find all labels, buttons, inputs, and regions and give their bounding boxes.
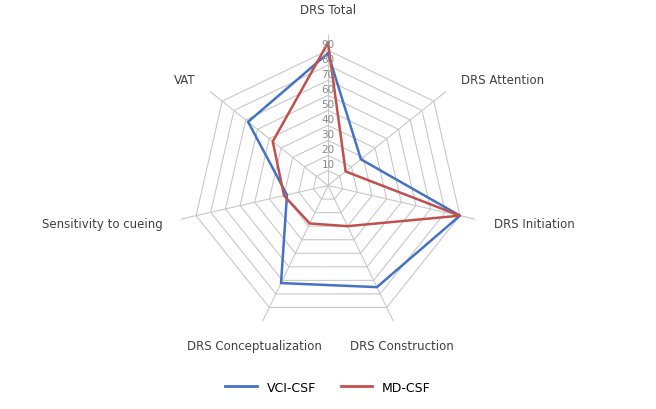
Text: 40: 40 xyxy=(321,115,335,125)
Text: Sensitivity to cueing: Sensitivity to cueing xyxy=(41,217,163,230)
Text: DRS Total: DRS Total xyxy=(300,4,356,17)
Text: DRS Construction: DRS Construction xyxy=(350,339,453,352)
Text: 60: 60 xyxy=(321,85,335,94)
Text: DRS Initiation: DRS Initiation xyxy=(493,217,575,230)
Text: 70: 70 xyxy=(321,70,335,80)
Text: VAT: VAT xyxy=(174,74,195,87)
Text: DRS Conceptualization: DRS Conceptualization xyxy=(187,339,321,352)
Text: 10: 10 xyxy=(321,160,335,170)
Text: 30: 30 xyxy=(321,130,335,139)
Text: 20: 20 xyxy=(321,145,335,155)
Text: DRS Attention: DRS Attention xyxy=(461,74,544,87)
Text: 80: 80 xyxy=(321,55,335,65)
Text: 50: 50 xyxy=(321,100,335,110)
Text: 90: 90 xyxy=(321,40,335,49)
Legend: VCI-CSF, MD-CSF: VCI-CSF, MD-CSF xyxy=(220,376,436,399)
